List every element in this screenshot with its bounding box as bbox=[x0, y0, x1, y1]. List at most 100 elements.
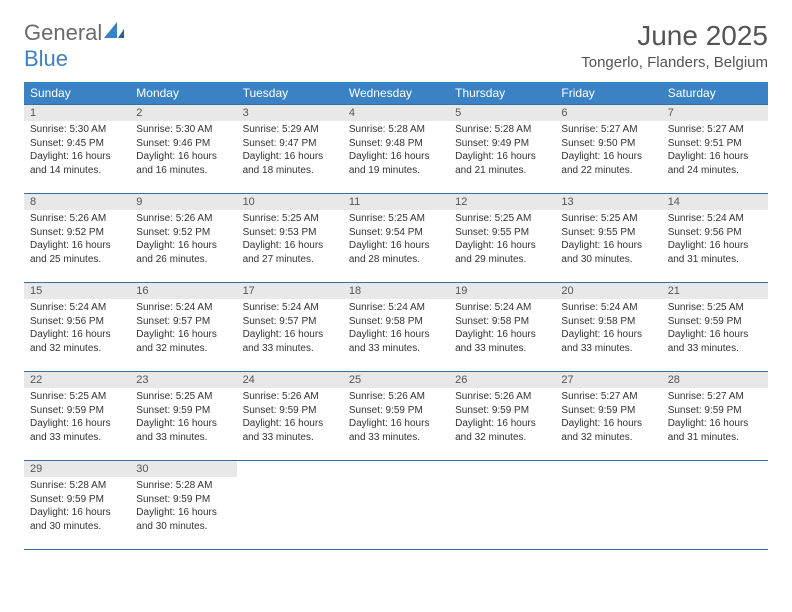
daylight-line: Daylight: 16 hours and 18 minutes. bbox=[243, 151, 324, 176]
daylight-line: Daylight: 16 hours and 29 minutes. bbox=[455, 240, 536, 265]
day-details: Sunrise: 5:24 AMSunset: 9:57 PMDaylight:… bbox=[237, 299, 343, 359]
calendar-cell: 7Sunrise: 5:27 AMSunset: 9:51 PMDaylight… bbox=[662, 105, 768, 194]
daylight-line: Daylight: 16 hours and 30 minutes. bbox=[136, 507, 217, 532]
day-number: 25 bbox=[343, 372, 449, 388]
calendar-cell: 11Sunrise: 5:25 AMSunset: 9:54 PMDayligh… bbox=[343, 194, 449, 283]
location-text: Tongerlo, Flanders, Belgium bbox=[581, 54, 768, 71]
sunset-line: Sunset: 9:59 PM bbox=[136, 405, 210, 416]
sunset-line: Sunset: 9:57 PM bbox=[136, 316, 210, 327]
sunset-line: Sunset: 9:49 PM bbox=[455, 138, 529, 149]
sunrise-line: Sunrise: 5:27 AM bbox=[561, 124, 637, 135]
day-number: 1 bbox=[24, 105, 130, 121]
day-number: 18 bbox=[343, 283, 449, 299]
day-details: Sunrise: 5:26 AMSunset: 9:59 PMDaylight:… bbox=[449, 388, 555, 448]
daylight-line: Daylight: 16 hours and 30 minutes. bbox=[30, 507, 111, 532]
day-number: 11 bbox=[343, 194, 449, 210]
day-number: 6 bbox=[555, 105, 661, 121]
daylight-line: Daylight: 16 hours and 33 minutes. bbox=[243, 329, 324, 354]
day-number: 10 bbox=[237, 194, 343, 210]
day-details: Sunrise: 5:27 AMSunset: 9:59 PMDaylight:… bbox=[555, 388, 661, 448]
month-title: June 2025 bbox=[581, 20, 768, 52]
sunrise-line: Sunrise: 5:25 AM bbox=[455, 213, 531, 224]
sunrise-line: Sunrise: 5:24 AM bbox=[455, 302, 531, 313]
day-details: Sunrise: 5:24 AMSunset: 9:56 PMDaylight:… bbox=[662, 210, 768, 270]
sunset-line: Sunset: 9:46 PM bbox=[136, 138, 210, 149]
calendar-cell: 10 Sunrise: 5:25 AM Sunset: 9:53 PM Dayligh… bbox=[237, 194, 343, 283]
day-details: Sunrise: 5:25 AMSunset: 9:59 PMDaylight:… bbox=[24, 388, 130, 448]
day-details: Sunrise: 5:29 AMSunset: 9:47 PMDaylight:… bbox=[237, 121, 343, 181]
day-number: 26 bbox=[449, 372, 555, 388]
daylight-line: Daylight: 16 hours and 14 minutes. bbox=[30, 151, 111, 176]
calendar-body: 1Sunrise: 5:30 AMSunset: 9:45 PMDaylight… bbox=[24, 105, 768, 550]
daylight-line: Daylight: 16 hours and 33 minutes. bbox=[349, 329, 430, 354]
calendar-cell: .. bbox=[449, 461, 555, 550]
sunrise-line: Sunrise: 5:27 AM bbox=[668, 391, 744, 402]
sunset-line: Sunset: 9:59 PM bbox=[30, 494, 104, 505]
daylight-line: Daylight: 16 hours and 32 minutes. bbox=[455, 418, 536, 443]
daylight-line: Daylight: 16 hours and 22 minutes. bbox=[561, 151, 642, 176]
sunrise-line: Sunrise: 5:26 AM bbox=[455, 391, 531, 402]
daylight-line: Daylight: 16 hours and 33 minutes. bbox=[455, 329, 536, 354]
day-number: 27 bbox=[555, 372, 661, 388]
day-number: 8 bbox=[24, 194, 130, 210]
logo-word-general: General bbox=[24, 20, 102, 45]
daylight-line: Daylight: 16 hours and 26 minutes. bbox=[136, 240, 217, 265]
day-number: 16 bbox=[130, 283, 236, 299]
day-number: 15 bbox=[24, 283, 130, 299]
calendar-table: SundayMondayTuesdayWednesdayThursdayFrid… bbox=[24, 82, 768, 550]
sunrise-line: Sunrise: 5:26 AM bbox=[136, 213, 212, 224]
day-details: Sunrise: 5:30 AMSunset: 9:46 PMDaylight:… bbox=[130, 121, 236, 181]
day-number: 20 bbox=[555, 283, 661, 299]
daylight-line: Daylight: 16 hours and 33 minutes. bbox=[136, 418, 217, 443]
calendar-cell: .. bbox=[662, 461, 768, 550]
daylight-line: Daylight: 16 hours and 21 minutes. bbox=[455, 151, 536, 176]
sunrise-line: Sunrise: 5:26 AM bbox=[349, 391, 425, 402]
day-details: Sunrise: 5:30 AMSunset: 9:45 PMDaylight:… bbox=[24, 121, 130, 181]
sunrise-line: Sunrise: 5:24 AM bbox=[349, 302, 425, 313]
sunrise-line: Sunrise: 5:24 AM bbox=[561, 302, 637, 313]
sunset-line: Sunset: 9:52 PM bbox=[30, 227, 104, 238]
logo-text: GeneralBlue bbox=[24, 20, 124, 72]
sunrise-line: Sunrise: 5:28 AM bbox=[349, 124, 425, 135]
sunset-line: Sunset: 9:53 PM bbox=[243, 227, 317, 238]
daylight-line: Daylight: 16 hours and 31 minutes. bbox=[668, 240, 749, 265]
daylight-line: Daylight: 16 hours and 33 minutes. bbox=[30, 418, 111, 443]
calendar-cell: 12Sunrise: 5:25 AMSunset: 9:55 PMDayligh… bbox=[449, 194, 555, 283]
weekday-header: Saturday bbox=[662, 82, 768, 105]
calendar-cell: 27Sunrise: 5:27 AMSunset: 9:59 PMDayligh… bbox=[555, 372, 661, 461]
calendar-row: 29Sunrise: 5:28 AMSunset: 9:59 PMDayligh… bbox=[24, 461, 768, 550]
sunset-line: Sunset: 9:59 PM bbox=[561, 405, 635, 416]
weekday-header: Sunday bbox=[24, 82, 130, 105]
calendar-weekday-header: SundayMondayTuesdayWednesdayThursdayFrid… bbox=[24, 82, 768, 105]
day-details: Sunrise: 5:25 AMSunset: 9:55 PMDaylight:… bbox=[555, 210, 661, 270]
sunrise-line: Sunrise: 5:27 AM bbox=[668, 124, 744, 135]
daylight-line: Daylight: 16 hours and 33 minutes. bbox=[349, 418, 430, 443]
sunset-line: Sunset: 9:59 PM bbox=[349, 405, 423, 416]
calendar-row: 8 Sunrise: 5:26 AM Sunset: 9:52 PM Daylight… bbox=[24, 194, 768, 283]
weekday-header: Monday bbox=[130, 82, 236, 105]
logo: GeneralBlue bbox=[24, 20, 124, 72]
sunrise-line: Sunrise: 5:25 AM bbox=[243, 213, 319, 224]
day-number: 21 bbox=[662, 283, 768, 299]
daylight-line: Daylight: 16 hours and 24 minutes. bbox=[668, 151, 749, 176]
day-details: Sunrise: 5:27 AM Sunset: 9:51 PM Daylight:… bbox=[662, 121, 768, 181]
daylight-line: Daylight: 16 hours and 32 minutes. bbox=[561, 418, 642, 443]
sunset-line: Sunset: 9:55 PM bbox=[455, 227, 529, 238]
sunset-line: Sunset: 9:59 PM bbox=[668, 316, 742, 327]
calendar-cell: 23Sunrise: 5:25 AMSunset: 9:59 PMDayligh… bbox=[130, 372, 236, 461]
day-details: Sunrise: 5:28 AMSunset: 9:48 PMDaylight:… bbox=[343, 121, 449, 181]
sunset-line: Sunset: 9:45 PM bbox=[30, 138, 104, 149]
sunset-line: Sunset: 9:51 PM bbox=[668, 138, 742, 149]
sunset-line: Sunset: 9:58 PM bbox=[561, 316, 635, 327]
day-details: Sunrise: 5:24 AMSunset: 9:56 PMDaylight:… bbox=[24, 299, 130, 359]
daylight-line: Daylight: 16 hours and 33 minutes. bbox=[243, 418, 324, 443]
daylight-line: Daylight: 16 hours and 32 minutes. bbox=[136, 329, 217, 354]
sunset-line: Sunset: 9:56 PM bbox=[30, 316, 104, 327]
daylight-line: Daylight: 16 hours and 16 minutes. bbox=[136, 151, 217, 176]
calendar-cell: 4Sunrise: 5:28 AMSunset: 9:48 PMDaylight… bbox=[343, 105, 449, 194]
daylight-line: Daylight: 16 hours and 27 minutes. bbox=[243, 240, 324, 265]
day-details: Sunrise: 5:25 AMSunset: 9:54 PMDaylight:… bbox=[343, 210, 449, 270]
day-details: Sunrise: 5:25 AMSunset: 9:59 PMDaylight:… bbox=[130, 388, 236, 448]
sunset-line: Sunset: 9:59 PM bbox=[136, 494, 210, 505]
day-number: 9 bbox=[130, 194, 236, 210]
